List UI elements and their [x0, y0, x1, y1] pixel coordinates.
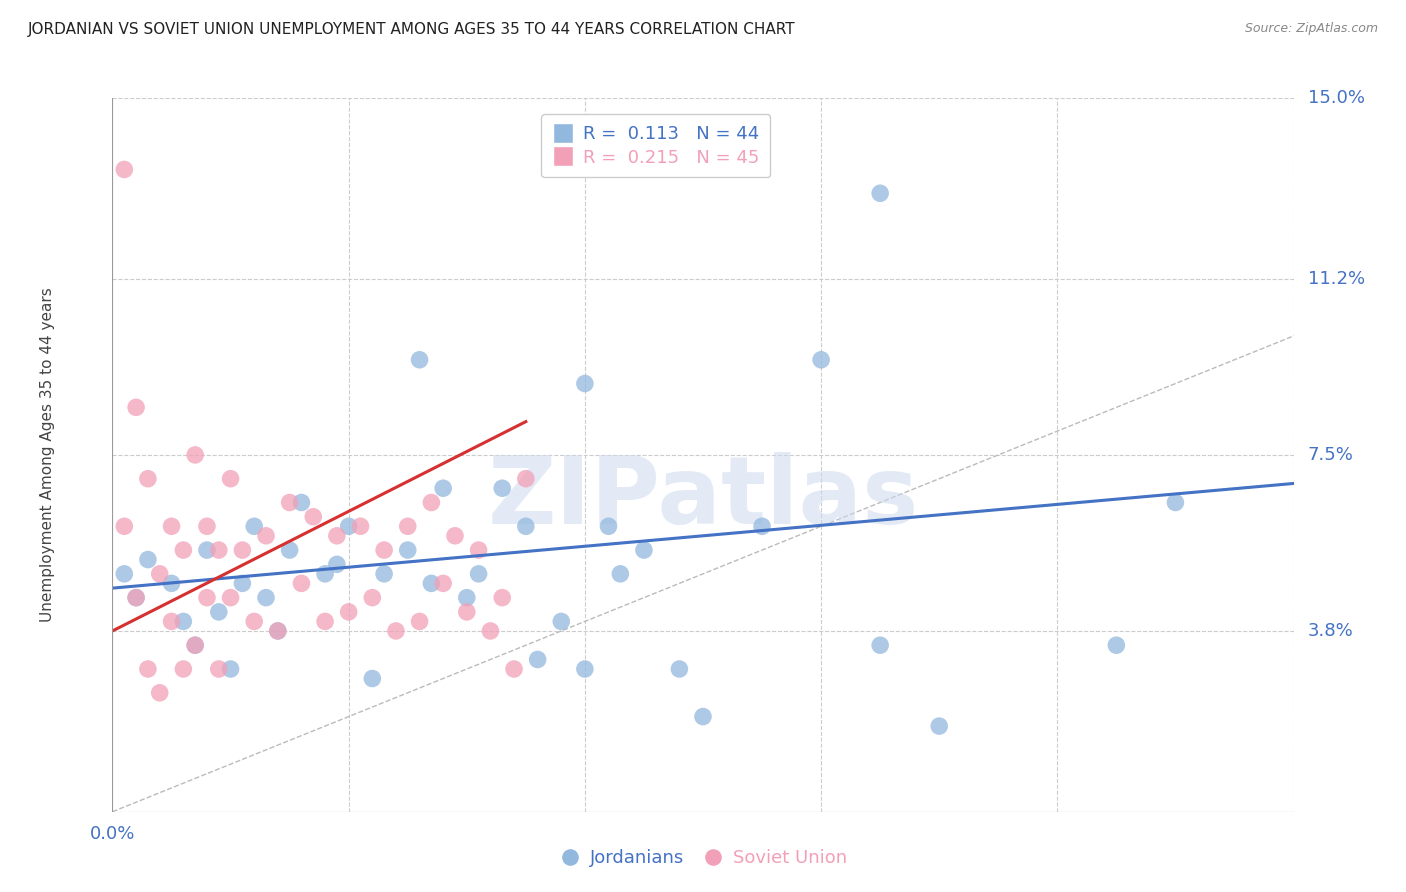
Text: 3.8%: 3.8% — [1308, 622, 1354, 640]
Text: ZIPatlas: ZIPatlas — [488, 451, 918, 544]
Point — [1164, 495, 1187, 509]
Point — [467, 566, 489, 581]
Point — [444, 529, 467, 543]
Legend: Jordanians, Soviet Union: Jordanians, Soviet Union — [553, 842, 853, 874]
Point — [598, 519, 620, 533]
Point — [125, 401, 148, 415]
Point — [208, 662, 231, 676]
Point — [219, 591, 242, 605]
Point — [208, 543, 231, 558]
Point — [515, 472, 537, 486]
Point — [869, 186, 891, 201]
Point — [231, 576, 253, 591]
Point — [184, 448, 207, 462]
Point — [267, 624, 290, 638]
Point — [314, 566, 336, 581]
Point — [515, 519, 537, 533]
Point — [432, 576, 454, 591]
Point — [195, 591, 218, 605]
Point — [668, 662, 690, 676]
Point — [550, 615, 572, 629]
Point — [219, 662, 242, 676]
Point — [195, 519, 218, 533]
Point — [219, 472, 242, 486]
Point — [692, 709, 714, 723]
Point — [278, 543, 301, 558]
Point — [172, 543, 194, 558]
Text: 11.2%: 11.2% — [1308, 270, 1365, 288]
Point — [149, 566, 172, 581]
Point — [432, 481, 454, 495]
Point — [243, 519, 266, 533]
Point — [160, 615, 183, 629]
Point — [160, 519, 183, 533]
Point — [184, 638, 207, 652]
Point — [574, 662, 596, 676]
Point — [479, 624, 502, 638]
Point — [337, 605, 360, 619]
Point — [491, 481, 513, 495]
Point — [396, 519, 419, 533]
Text: Source: ZipAtlas.com: Source: ZipAtlas.com — [1244, 22, 1378, 36]
Point — [373, 566, 395, 581]
Point — [267, 624, 290, 638]
Point — [326, 558, 349, 572]
Point — [125, 591, 148, 605]
Point — [243, 615, 266, 629]
Point — [928, 719, 950, 733]
Point — [574, 376, 596, 391]
Point — [112, 519, 135, 533]
Point — [112, 566, 135, 581]
Text: 15.0%: 15.0% — [1308, 89, 1365, 107]
Point — [290, 576, 312, 591]
Point — [869, 638, 891, 652]
Point — [609, 566, 631, 581]
Point — [633, 543, 655, 558]
Point — [184, 638, 207, 652]
Point — [136, 662, 159, 676]
Point — [420, 495, 443, 509]
Point — [337, 519, 360, 533]
Point — [125, 591, 148, 605]
Point — [503, 662, 526, 676]
Point — [136, 472, 159, 486]
Text: 0.0%: 0.0% — [90, 824, 135, 843]
Point — [172, 662, 194, 676]
Point — [420, 576, 443, 591]
Point — [385, 624, 408, 638]
Point — [1105, 638, 1128, 652]
Point — [195, 543, 218, 558]
Point — [326, 529, 349, 543]
Point — [254, 529, 277, 543]
Point — [456, 605, 478, 619]
Point — [810, 352, 832, 367]
Point — [208, 605, 231, 619]
Point — [467, 543, 489, 558]
Point — [314, 615, 336, 629]
Point — [136, 552, 159, 566]
Point — [751, 519, 773, 533]
Point — [290, 495, 312, 509]
Point — [302, 509, 325, 524]
Point — [254, 591, 277, 605]
Point — [231, 543, 253, 558]
Point — [526, 652, 548, 666]
Point — [149, 686, 172, 700]
Point — [160, 576, 183, 591]
Point — [349, 519, 371, 533]
Point — [408, 352, 430, 367]
Point — [112, 162, 135, 177]
Point — [396, 543, 419, 558]
Text: 7.5%: 7.5% — [1308, 446, 1354, 464]
Point — [491, 591, 513, 605]
Point — [278, 495, 301, 509]
Text: Unemployment Among Ages 35 to 44 years: Unemployment Among Ages 35 to 44 years — [39, 287, 55, 623]
Point — [172, 615, 194, 629]
Point — [361, 591, 384, 605]
Point — [408, 615, 430, 629]
Text: JORDANIAN VS SOVIET UNION UNEMPLOYMENT AMONG AGES 35 TO 44 YEARS CORRELATION CHA: JORDANIAN VS SOVIET UNION UNEMPLOYMENT A… — [28, 22, 796, 37]
Point — [456, 591, 478, 605]
Point — [373, 543, 395, 558]
Point — [361, 672, 384, 686]
